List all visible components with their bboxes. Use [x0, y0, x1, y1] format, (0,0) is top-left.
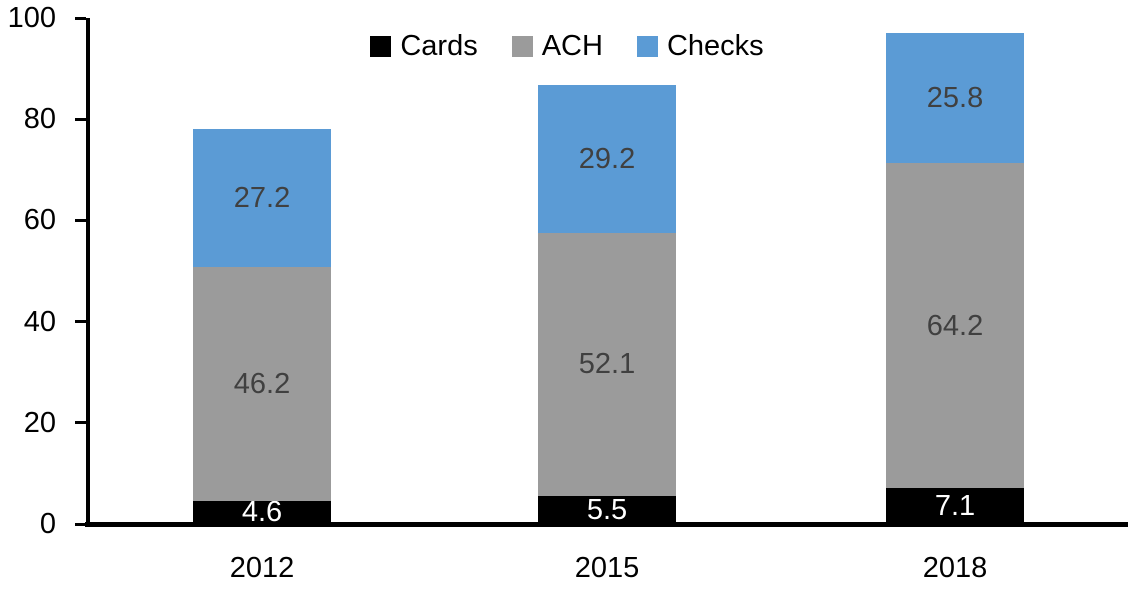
x-axis-category-label: 2018: [922, 552, 988, 584]
bar-segment-value-label: 52.1: [578, 348, 636, 381]
bar-segment-cards-2018: 7.1: [886, 488, 1024, 524]
bar-segment-ach-2015: 52.1: [538, 232, 676, 497]
bar-segment-cards-2015: 5.5: [538, 494, 676, 527]
bar-segment-value-label: 29.2: [578, 142, 636, 175]
legend-item-cards: Cards: [370, 30, 478, 62]
x-axis-category-label: 2015: [574, 552, 640, 584]
legend-item-checks: Checks: [636, 30, 764, 62]
bar-segment-checks-2018: 25.8: [886, 32, 1024, 164]
x-axis-line: [85, 522, 1128, 527]
legend-marker-cards-icon: [370, 35, 392, 57]
bar-segment-value-label: 25.8: [926, 81, 984, 114]
y-axis-tick: [75, 16, 86, 20]
y-axis-tick-label: 40: [23, 305, 56, 338]
legend-item-ach: ACH: [511, 30, 603, 62]
legend-label: ACH: [541, 30, 603, 62]
y-axis-tick: [75, 117, 86, 121]
y-axis-tick: [75, 320, 86, 324]
bar-segment-ach-2018: 64.2: [886, 163, 1024, 489]
bar-segment-checks-2015: 29.2: [538, 84, 676, 233]
legend-label: Cards: [400, 30, 478, 62]
bar-segment-value-label: 27.2: [233, 182, 291, 215]
y-axis-tick: [75, 421, 86, 425]
bar-segment-checks-2012: 27.2: [193, 129, 331, 267]
y-axis-tick-label: 20: [23, 406, 56, 439]
x-axis-category-label: 2012: [229, 552, 295, 584]
bar-segment-ach-2012: 46.2: [193, 266, 331, 501]
y-axis-tick: [75, 218, 86, 222]
y-axis-tick-label: 80: [23, 103, 56, 136]
y-axis-line: [86, 18, 90, 527]
bar-segment-cards-2012: 4.6: [193, 497, 331, 527]
y-axis-tick: [75, 522, 86, 526]
bar-segment-value-label: 64.2: [926, 309, 984, 342]
legend-marker-checks-icon: [636, 35, 658, 57]
y-axis-tick-label: 0: [39, 508, 56, 540]
bar-segment-value-label: 46.2: [233, 367, 291, 400]
legend-label: Checks: [666, 30, 764, 62]
y-axis-tick-label: 60: [23, 204, 56, 237]
y-axis-tick-label: 100: [7, 2, 56, 34]
bar-segment-value-label: 5.5: [586, 494, 628, 527]
legend-marker-ach-icon: [511, 35, 533, 57]
bar-segment-value-label: 7.1: [934, 490, 976, 523]
chart-legend: Cards ACH Checks: [0, 31, 1134, 61]
